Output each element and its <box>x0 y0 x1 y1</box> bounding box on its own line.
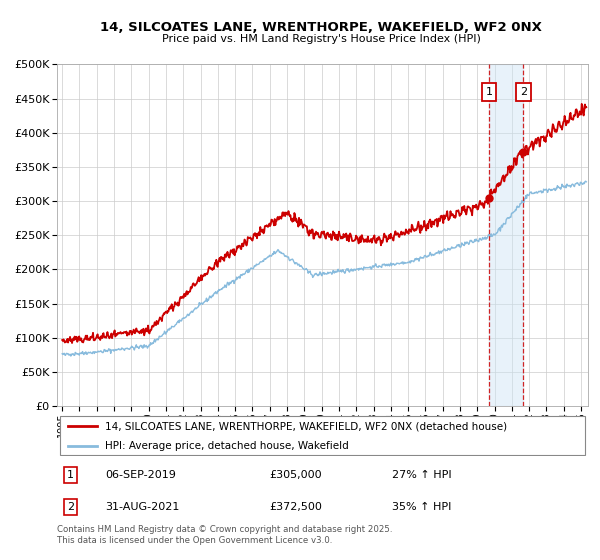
Text: 35% ↑ HPI: 35% ↑ HPI <box>392 502 451 512</box>
Text: 14, SILCOATES LANE, WRENTHORPE, WAKEFIELD, WF2 0NX: 14, SILCOATES LANE, WRENTHORPE, WAKEFIEL… <box>100 21 542 34</box>
Text: £372,500: £372,500 <box>269 502 322 512</box>
Text: 1: 1 <box>67 470 74 480</box>
Text: 1: 1 <box>485 87 493 97</box>
Text: HPI: Average price, detached house, Wakefield: HPI: Average price, detached house, Wake… <box>105 441 349 451</box>
Text: 31-AUG-2021: 31-AUG-2021 <box>105 502 179 512</box>
Text: 06-SEP-2019: 06-SEP-2019 <box>105 470 176 480</box>
Text: Contains HM Land Registry data © Crown copyright and database right 2025.
This d: Contains HM Land Registry data © Crown c… <box>57 525 392 545</box>
Text: 2: 2 <box>520 87 527 97</box>
FancyBboxPatch shape <box>59 416 586 455</box>
Text: £305,000: £305,000 <box>269 470 322 480</box>
Text: 27% ↑ HPI: 27% ↑ HPI <box>392 470 451 480</box>
Text: Price paid vs. HM Land Registry's House Price Index (HPI): Price paid vs. HM Land Registry's House … <box>161 34 481 44</box>
Text: 14, SILCOATES LANE, WRENTHORPE, WAKEFIELD, WF2 0NX (detached house): 14, SILCOATES LANE, WRENTHORPE, WAKEFIEL… <box>105 421 507 431</box>
Bar <box>489 64 523 406</box>
Text: 2: 2 <box>67 502 74 512</box>
